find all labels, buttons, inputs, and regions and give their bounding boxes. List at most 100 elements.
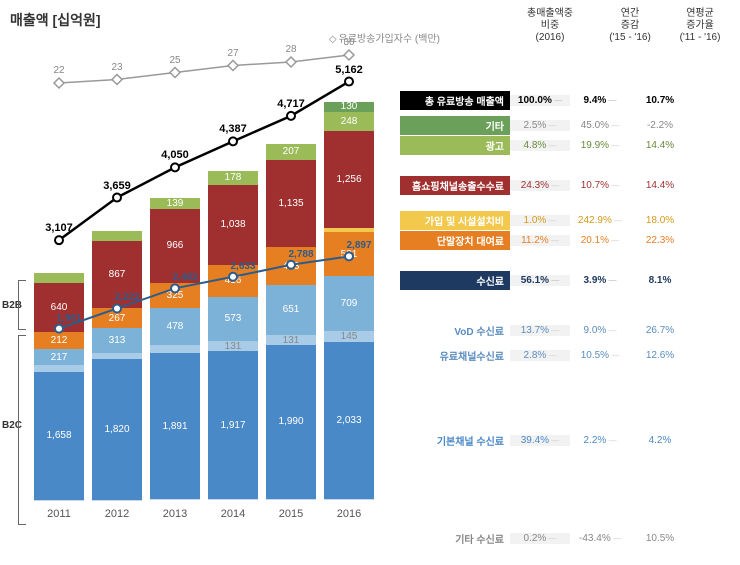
val-yoy: 9.4% — (570, 95, 630, 106)
b2c-value: 1,961 (39, 313, 99, 324)
val-yoy: 20.1% — (570, 235, 630, 246)
val-cagr: 10.7% (630, 95, 690, 106)
row-license: 수신료56.1% —3.9% —8.1% (400, 270, 740, 290)
seg-ads: 178 (208, 171, 258, 185)
seg-ads (92, 231, 142, 241)
total-value: 4,050 (145, 149, 205, 161)
year-label: 2011 (34, 508, 84, 520)
row-label: 총 유료방송 매출액 (400, 91, 510, 110)
seg-vod: 573 (208, 297, 258, 341)
seg-etc_fee (150, 499, 200, 500)
val-yoy: 9.0% — (570, 325, 630, 336)
val-share: 56.1% — (510, 275, 570, 286)
row-homeshopping: 홈쇼핑채널송출수수료24.3% —10.7% —14.4% (400, 175, 740, 195)
val-share: 11.2% — (510, 235, 570, 246)
seg-ads: 248 (324, 112, 374, 131)
seg-vod: 709 (324, 276, 374, 331)
val-share: 2.8% — (510, 350, 570, 361)
row-install: 가입 및 시설설치비1.0% —242.9% —18.0% (400, 210, 740, 230)
row-vod: VoD 수신료13.7% —9.0% —26.7% (400, 320, 740, 340)
year-label: 2016 (324, 508, 374, 520)
seg-ads: 207 (266, 144, 316, 160)
row-ads: 광고4.8% —19.9% —14.4% (400, 135, 740, 155)
seg-etc_fee (324, 499, 374, 500)
seg-paid_ch (34, 365, 84, 371)
seg-homeshopping: 1,135 (266, 160, 316, 248)
val-cagr: 8.1% (630, 275, 690, 286)
seg-homeshopping: 1,038 (208, 185, 258, 265)
row-basic_ch: 기본채널 수신료39.4% —2.2% —4.2% (400, 430, 740, 450)
row-label: 단말장치 대여료 (400, 231, 510, 250)
seg-vod: 217 (34, 349, 84, 366)
seg-ads: 139 (150, 198, 200, 209)
subscriber-value: 22 (34, 65, 84, 76)
val-yoy: 10.5% — (570, 350, 630, 361)
seg-vod: 478 (150, 308, 200, 345)
seg-paid_ch: 131 (266, 335, 316, 345)
b2c-value: 2,483 (155, 272, 215, 283)
row-total: 총 유료방송 매출액100.0% —9.4% —10.7% (400, 90, 740, 110)
subscriber-value: 25 (150, 55, 200, 66)
seg-basic_ch: 1,990 (266, 345, 316, 499)
seg-paid_ch: 145 (324, 331, 374, 342)
seg-etc_fee (208, 499, 258, 500)
seg-basic_ch: 1,658 (34, 372, 84, 500)
row-label: 유료채널수신료 (400, 346, 510, 365)
total-value: 3,107 (29, 222, 89, 234)
seg-basic_ch: 1,891 (150, 353, 200, 499)
seg-ads (34, 273, 84, 283)
seg-paid_ch: 131 (208, 341, 258, 351)
val-yoy: 3.9% — (570, 275, 630, 286)
val-yoy: 10.7% — (570, 180, 630, 191)
subscriber-value: 27 (208, 48, 258, 59)
subscriber-value: 28 (266, 44, 316, 55)
row-label: 수신료 (400, 271, 510, 290)
year-label: 2014 (208, 508, 258, 520)
seg-basic_ch: 2,033 (324, 342, 374, 499)
hdr-cagr: 연평균 증가율 ('11 - '16) (670, 8, 730, 44)
right-panel: 총매출액중 비중 (2016) 연간 증감 ('15 - '16) 연평균 증가… (400, 0, 740, 565)
val-cagr: -2.2% (630, 120, 690, 131)
val-yoy: 2.2% — (570, 435, 630, 446)
val-share: 2.5% — (510, 120, 570, 131)
val-cagr: 10.5% (630, 533, 690, 544)
row-etc_fee: 기타 수신료0.2% —-43.4% —10.5% (400, 528, 740, 548)
year-label: 2015 (266, 508, 316, 520)
seg-paid_ch (92, 353, 142, 359)
val-cagr: 12.6% (630, 350, 690, 361)
b2c-value: 2,788 (271, 249, 331, 260)
val-yoy: 19.9% — (570, 140, 630, 151)
val-cagr: 26.7% (630, 325, 690, 336)
val-share: 24.3% — (510, 180, 570, 191)
b2c-bracket (18, 335, 26, 525)
row-label: 기타 (400, 116, 510, 135)
total-value: 4,717 (261, 98, 321, 110)
val-share: 13.7% — (510, 325, 570, 336)
seg-device: 212 (34, 332, 84, 348)
row-label: 홈쇼핑채널송출수수료 (400, 176, 510, 195)
seg-device: 581 (324, 232, 374, 277)
seg-install (324, 228, 374, 232)
val-share: 39.4% — (510, 435, 570, 446)
seg-etc_fee (266, 499, 316, 500)
row-label: VoD 수신료 (400, 321, 510, 340)
seg-basic_ch: 1,917 (208, 351, 258, 499)
val-yoy: -43.4% — (570, 533, 630, 544)
seg-vod: 651 (266, 285, 316, 335)
val-cagr: 14.4% (630, 180, 690, 191)
row-label: 기타 수신료 (400, 529, 510, 548)
seg-device: 325 (150, 283, 200, 308)
val-yoy: 242.9% — (570, 215, 630, 226)
row-device: 단말장치 대여료11.2% —20.1% —22.3% (400, 230, 740, 250)
val-cagr: 14.4% (630, 140, 690, 151)
subscriber-value: 23 (92, 62, 142, 73)
val-share: 4.8% — (510, 140, 570, 151)
b2b-bracket (18, 280, 26, 330)
row-label: 가입 및 시설설치비 (400, 211, 510, 230)
b2c-value: 2,222 (97, 292, 157, 303)
seg-paid_ch (150, 345, 200, 353)
seg-vod: 313 (92, 328, 142, 352)
seg-homeshopping: 640 (34, 283, 84, 332)
val-share: 100.0% — (510, 95, 570, 106)
seg-basic_ch: 1,820 (92, 359, 142, 499)
